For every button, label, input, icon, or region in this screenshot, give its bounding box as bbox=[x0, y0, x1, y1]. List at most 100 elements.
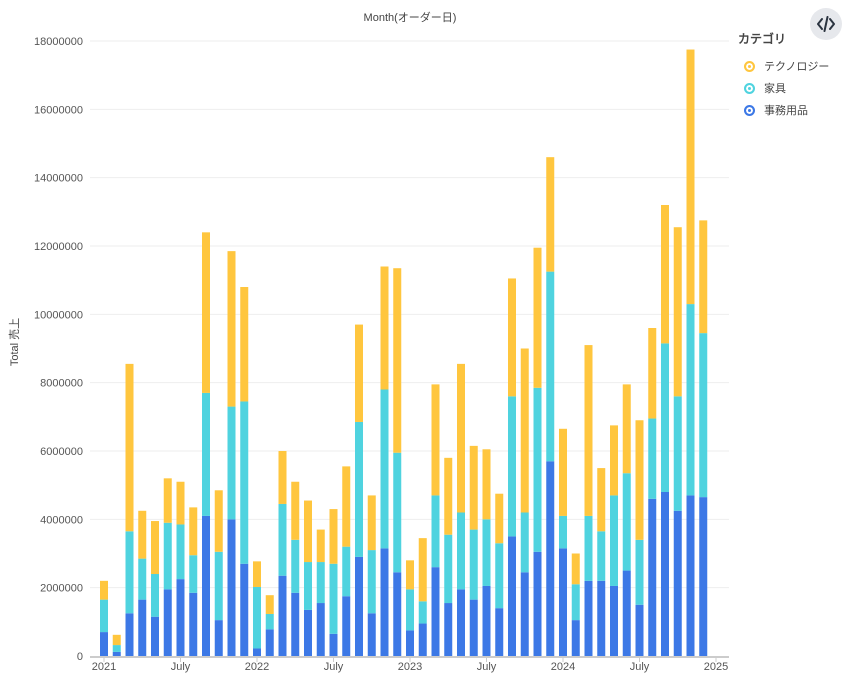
bar-segment-2[interactable] bbox=[482, 519, 491, 586]
bar-segment-1[interactable] bbox=[214, 620, 223, 656]
bar-segment-3[interactable] bbox=[597, 468, 606, 532]
bar-segment-3[interactable] bbox=[444, 457, 453, 535]
bar-segment-2[interactable] bbox=[138, 558, 147, 600]
bar-segment-1[interactable] bbox=[508, 536, 516, 656]
bar-segment-2[interactable] bbox=[418, 601, 427, 624]
bar-segment-1[interactable] bbox=[495, 608, 504, 656]
bar-segment-2[interactable] bbox=[508, 396, 516, 537]
bar-segment-3[interactable] bbox=[482, 449, 491, 520]
bar-segment-1[interactable] bbox=[176, 579, 185, 656]
bar-segment-1[interactable] bbox=[342, 596, 351, 656]
bar-segment-2[interactable] bbox=[648, 418, 657, 499]
bar-segment-3[interactable] bbox=[100, 580, 108, 600]
bar-segment-1[interactable] bbox=[533, 551, 542, 656]
legend-item[interactable]: テクノロジー bbox=[738, 55, 829, 77]
bar-segment-2[interactable] bbox=[367, 550, 376, 614]
bar-segment-1[interactable] bbox=[304, 609, 312, 656]
bar-segment-3[interactable] bbox=[202, 232, 210, 393]
bar-segment-3[interactable] bbox=[393, 268, 402, 453]
bar-segment-1[interactable] bbox=[355, 556, 363, 656]
bar-segment-1[interactable] bbox=[648, 498, 657, 656]
bar-segment-1[interactable] bbox=[125, 613, 134, 656]
bar-segment-2[interactable] bbox=[686, 304, 695, 496]
bar-segment-2[interactable] bbox=[444, 534, 453, 604]
bar-segment-3[interactable] bbox=[431, 384, 440, 496]
bar-segment-3[interactable] bbox=[571, 553, 580, 585]
bar-segment-1[interactable] bbox=[100, 632, 108, 656]
bar-segment-2[interactable] bbox=[635, 539, 644, 605]
bar-segment-1[interactable] bbox=[393, 572, 402, 656]
bar-segment-1[interactable] bbox=[610, 585, 618, 656]
bar-segment-1[interactable] bbox=[661, 492, 669, 656]
bar-segment-1[interactable] bbox=[240, 563, 249, 656]
bar-segment-2[interactable] bbox=[265, 613, 274, 630]
bar-segment-1[interactable] bbox=[457, 589, 465, 656]
bar-segment-1[interactable] bbox=[571, 620, 580, 656]
bar-segment-3[interactable] bbox=[138, 510, 147, 559]
bar-segment-2[interactable] bbox=[291, 539, 300, 593]
legend-item[interactable]: 家具 bbox=[738, 77, 829, 99]
bar-segment-2[interactable] bbox=[253, 586, 261, 649]
bar-segment-3[interactable] bbox=[533, 247, 542, 388]
bar-segment-2[interactable] bbox=[393, 452, 402, 573]
bar-segment-3[interactable] bbox=[329, 509, 338, 564]
bar-segment-1[interactable] bbox=[367, 613, 376, 656]
bar-segment-3[interactable] bbox=[265, 595, 274, 614]
bar-segment-2[interactable] bbox=[355, 421, 363, 557]
bar-segment-3[interactable] bbox=[342, 466, 351, 547]
bar-segment-2[interactable] bbox=[278, 503, 287, 576]
bar-segment-1[interactable] bbox=[418, 623, 427, 656]
bar-segment-1[interactable] bbox=[291, 592, 300, 656]
bar-segment-3[interactable] bbox=[610, 425, 618, 496]
bar-segment-2[interactable] bbox=[597, 531, 606, 581]
bar-segment-1[interactable] bbox=[202, 515, 210, 656]
bar-segment-1[interactable] bbox=[329, 633, 338, 656]
bar-segment-3[interactable] bbox=[240, 287, 249, 402]
bar-segment-1[interactable] bbox=[482, 585, 491, 656]
bar-segment-2[interactable] bbox=[151, 574, 159, 617]
bar-segment-3[interactable] bbox=[227, 251, 236, 407]
bar-segment-3[interactable] bbox=[355, 324, 363, 422]
bar-segment-2[interactable] bbox=[214, 551, 223, 621]
bar-segment-3[interactable] bbox=[495, 493, 504, 544]
bar-segment-1[interactable] bbox=[520, 572, 529, 656]
bar-segment-1[interactable] bbox=[635, 604, 644, 656]
bar-segment-3[interactable] bbox=[686, 49, 695, 305]
bar-segment-1[interactable] bbox=[431, 567, 440, 656]
bar-segment-1[interactable] bbox=[622, 570, 631, 656]
bar-segment-1[interactable] bbox=[316, 603, 325, 656]
legend-item[interactable]: 事務用品 bbox=[738, 99, 829, 121]
bar-segment-3[interactable] bbox=[546, 157, 555, 272]
bar-segment-3[interactable] bbox=[406, 560, 414, 590]
bar-segment-3[interactable] bbox=[457, 363, 465, 513]
bar-segment-3[interactable] bbox=[584, 345, 593, 516]
bar-segment-1[interactable] bbox=[469, 599, 478, 656]
bar-segment-3[interactable] bbox=[648, 328, 657, 419]
bar-segment-3[interactable] bbox=[661, 205, 669, 344]
bar-segment-2[interactable] bbox=[380, 389, 389, 549]
bar-segment-2[interactable] bbox=[559, 515, 567, 549]
bar-segment-3[interactable] bbox=[278, 451, 287, 504]
bar-segment-2[interactable] bbox=[469, 529, 478, 600]
bar-segment-2[interactable] bbox=[125, 531, 134, 614]
bar-segment-2[interactable] bbox=[100, 599, 108, 633]
bar-segment-2[interactable] bbox=[240, 401, 249, 564]
bar-segment-1[interactable] bbox=[444, 603, 453, 656]
bar-segment-3[interactable] bbox=[112, 634, 121, 646]
bar-segment-1[interactable] bbox=[227, 519, 236, 656]
bar-segment-1[interactable] bbox=[151, 616, 159, 656]
bar-segment-1[interactable] bbox=[138, 599, 147, 656]
bar-segment-2[interactable] bbox=[546, 271, 555, 462]
bar-segment-1[interactable] bbox=[584, 580, 593, 656]
bar-segment-2[interactable] bbox=[431, 495, 440, 568]
bar-segment-1[interactable] bbox=[278, 575, 287, 656]
bar-segment-1[interactable] bbox=[189, 592, 198, 656]
bar-segment-3[interactable] bbox=[163, 478, 172, 523]
bar-segment-3[interactable] bbox=[176, 481, 185, 525]
bar-segment-2[interactable] bbox=[304, 562, 312, 610]
bar-segment-1[interactable] bbox=[112, 651, 121, 656]
bar-segment-1[interactable] bbox=[163, 589, 172, 656]
bar-segment-1[interactable] bbox=[559, 548, 567, 656]
bar-segment-3[interactable] bbox=[367, 495, 376, 551]
bar-segment-3[interactable] bbox=[622, 384, 631, 474]
